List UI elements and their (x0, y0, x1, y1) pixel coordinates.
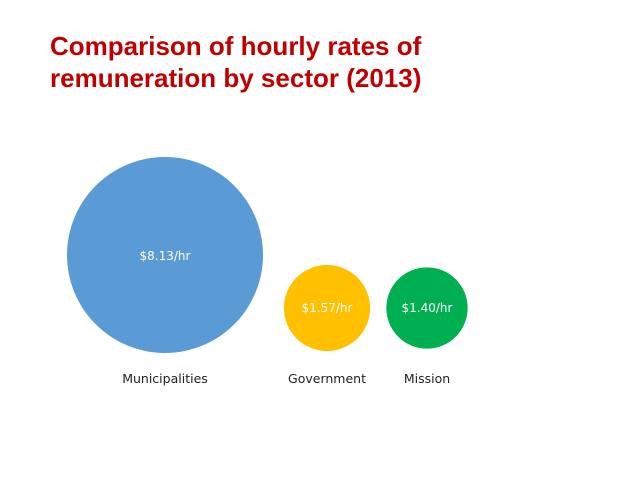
category-label-mission: Mission (404, 371, 450, 386)
value-label-municipalities: $8.13/hr (140, 249, 191, 263)
bubble-mission (386, 267, 468, 349)
bubble-municipalities (67, 157, 263, 353)
title-line-1: Comparison of hourly rates of (50, 31, 422, 61)
category-label-municipalities: Municipalities (122, 371, 208, 386)
page-title: Comparison of hourly rates of remunerati… (50, 30, 610, 94)
title-line-2: remuneration by sector (2013) (50, 63, 422, 93)
value-label-mission: $1.40/hr (402, 301, 453, 315)
category-label-government: Government (288, 371, 366, 386)
bubble-government (283, 264, 371, 352)
value-label-government: $1.57/hr (302, 301, 353, 315)
